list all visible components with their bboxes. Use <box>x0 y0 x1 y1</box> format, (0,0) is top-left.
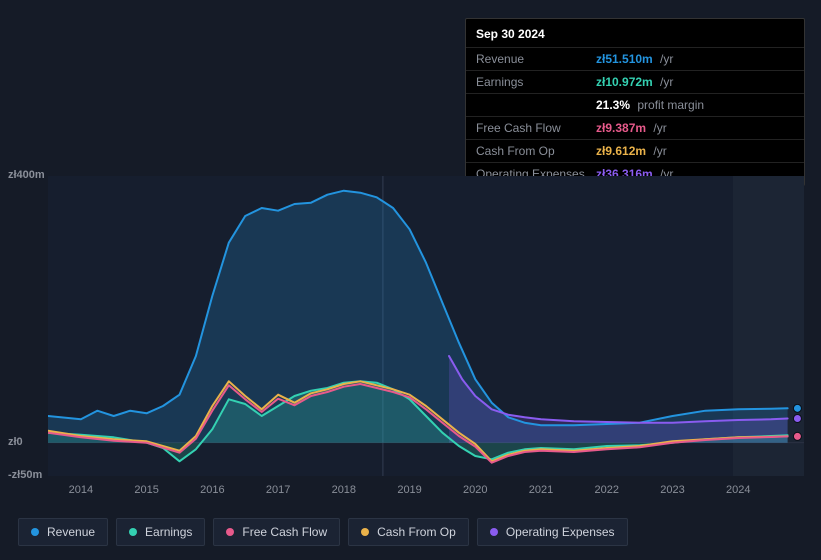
legend-toggle-fcf[interactable]: Free Cash Flow <box>213 518 340 546</box>
legend-label: Free Cash Flow <box>242 525 327 539</box>
tooltip-row: Revenuezł51.510m /yr <box>466 47 804 70</box>
legend-toggle-opex[interactable]: Operating Expenses <box>477 518 628 546</box>
x-axis-label: 2020 <box>463 484 487 496</box>
tooltip-row-value: zł51.510m /yr <box>596 52 673 66</box>
x-axis-label: 2018 <box>332 484 356 496</box>
x-axis-label: 2017 <box>266 484 290 496</box>
chart-tooltip: Sep 30 2024 Revenuezł51.510m /yrEarnings… <box>465 18 805 186</box>
legend-label: Earnings <box>145 525 192 539</box>
y-axis-label: -zł50m <box>8 469 42 481</box>
tooltip-date: Sep 30 2024 <box>466 19 804 47</box>
x-axis-label: 2024 <box>726 484 750 496</box>
endpoint-fcf <box>793 432 801 440</box>
chart-legend: Revenue Earnings Free Cash Flow Cash From O… <box>18 518 805 546</box>
chart-plot-area[interactable] <box>48 176 804 476</box>
x-axis-label: 2015 <box>134 484 158 496</box>
tooltip-row-label: Cash From Op <box>476 144 596 158</box>
tooltip-row-value: zł9.387m /yr <box>596 121 667 135</box>
tooltip-row-label: Revenue <box>476 52 596 66</box>
y-axis-label: zł400m <box>8 169 45 181</box>
legend-label: Operating Expenses <box>506 525 615 539</box>
x-axis-label: 2022 <box>595 484 619 496</box>
x-axis-label: 2019 <box>397 484 421 496</box>
tooltip-row: Cash From Opzł9.612m /yr <box>466 139 804 162</box>
x-axis-label: 2021 <box>529 484 553 496</box>
legend-label: Revenue <box>47 525 95 539</box>
tooltip-row-label <box>476 98 596 112</box>
legend-dot-icon <box>129 528 137 536</box>
legend-toggle-earnings[interactable]: Earnings <box>116 518 205 546</box>
x-axis: 2014 2015 2016 2017 2018 2019 2020 2021 2022 2023… <box>18 484 805 500</box>
x-axis-label: 2016 <box>200 484 224 496</box>
x-axis-label: 2014 <box>69 484 93 496</box>
tooltip-row-value: zł9.612m /yr <box>596 144 667 158</box>
tooltip-row: Earningszł10.972m /yr <box>466 70 804 93</box>
legend-dot-icon <box>490 528 498 536</box>
y-axis-label: zł0 <box>8 436 23 448</box>
legend-dot-icon <box>361 528 369 536</box>
financials-chart-panel: { "tooltip": { "date": "Sep 30 2024", "r… <box>0 0 821 560</box>
legend-label: Cash From Op <box>377 525 456 539</box>
endpoint-revenue <box>793 404 801 412</box>
legend-dot-icon <box>31 528 39 536</box>
legend-toggle-cfo[interactable]: Cash From Op <box>348 518 469 546</box>
tooltip-row-label: Earnings <box>476 75 596 89</box>
tooltip-row: 21.3% profit margin <box>466 93 804 116</box>
tooltip-row-value: zł10.972m /yr <box>596 75 673 89</box>
tooltip-row: Free Cash Flowzł9.387m /yr <box>466 116 804 139</box>
tooltip-row-value: 21.3% profit margin <box>596 98 704 112</box>
x-axis-label: 2023 <box>660 484 684 496</box>
legend-toggle-revenue[interactable]: Revenue <box>18 518 108 546</box>
endpoint-opex <box>793 414 801 422</box>
legend-dot-icon <box>226 528 234 536</box>
tooltip-row-label: Free Cash Flow <box>476 121 596 135</box>
